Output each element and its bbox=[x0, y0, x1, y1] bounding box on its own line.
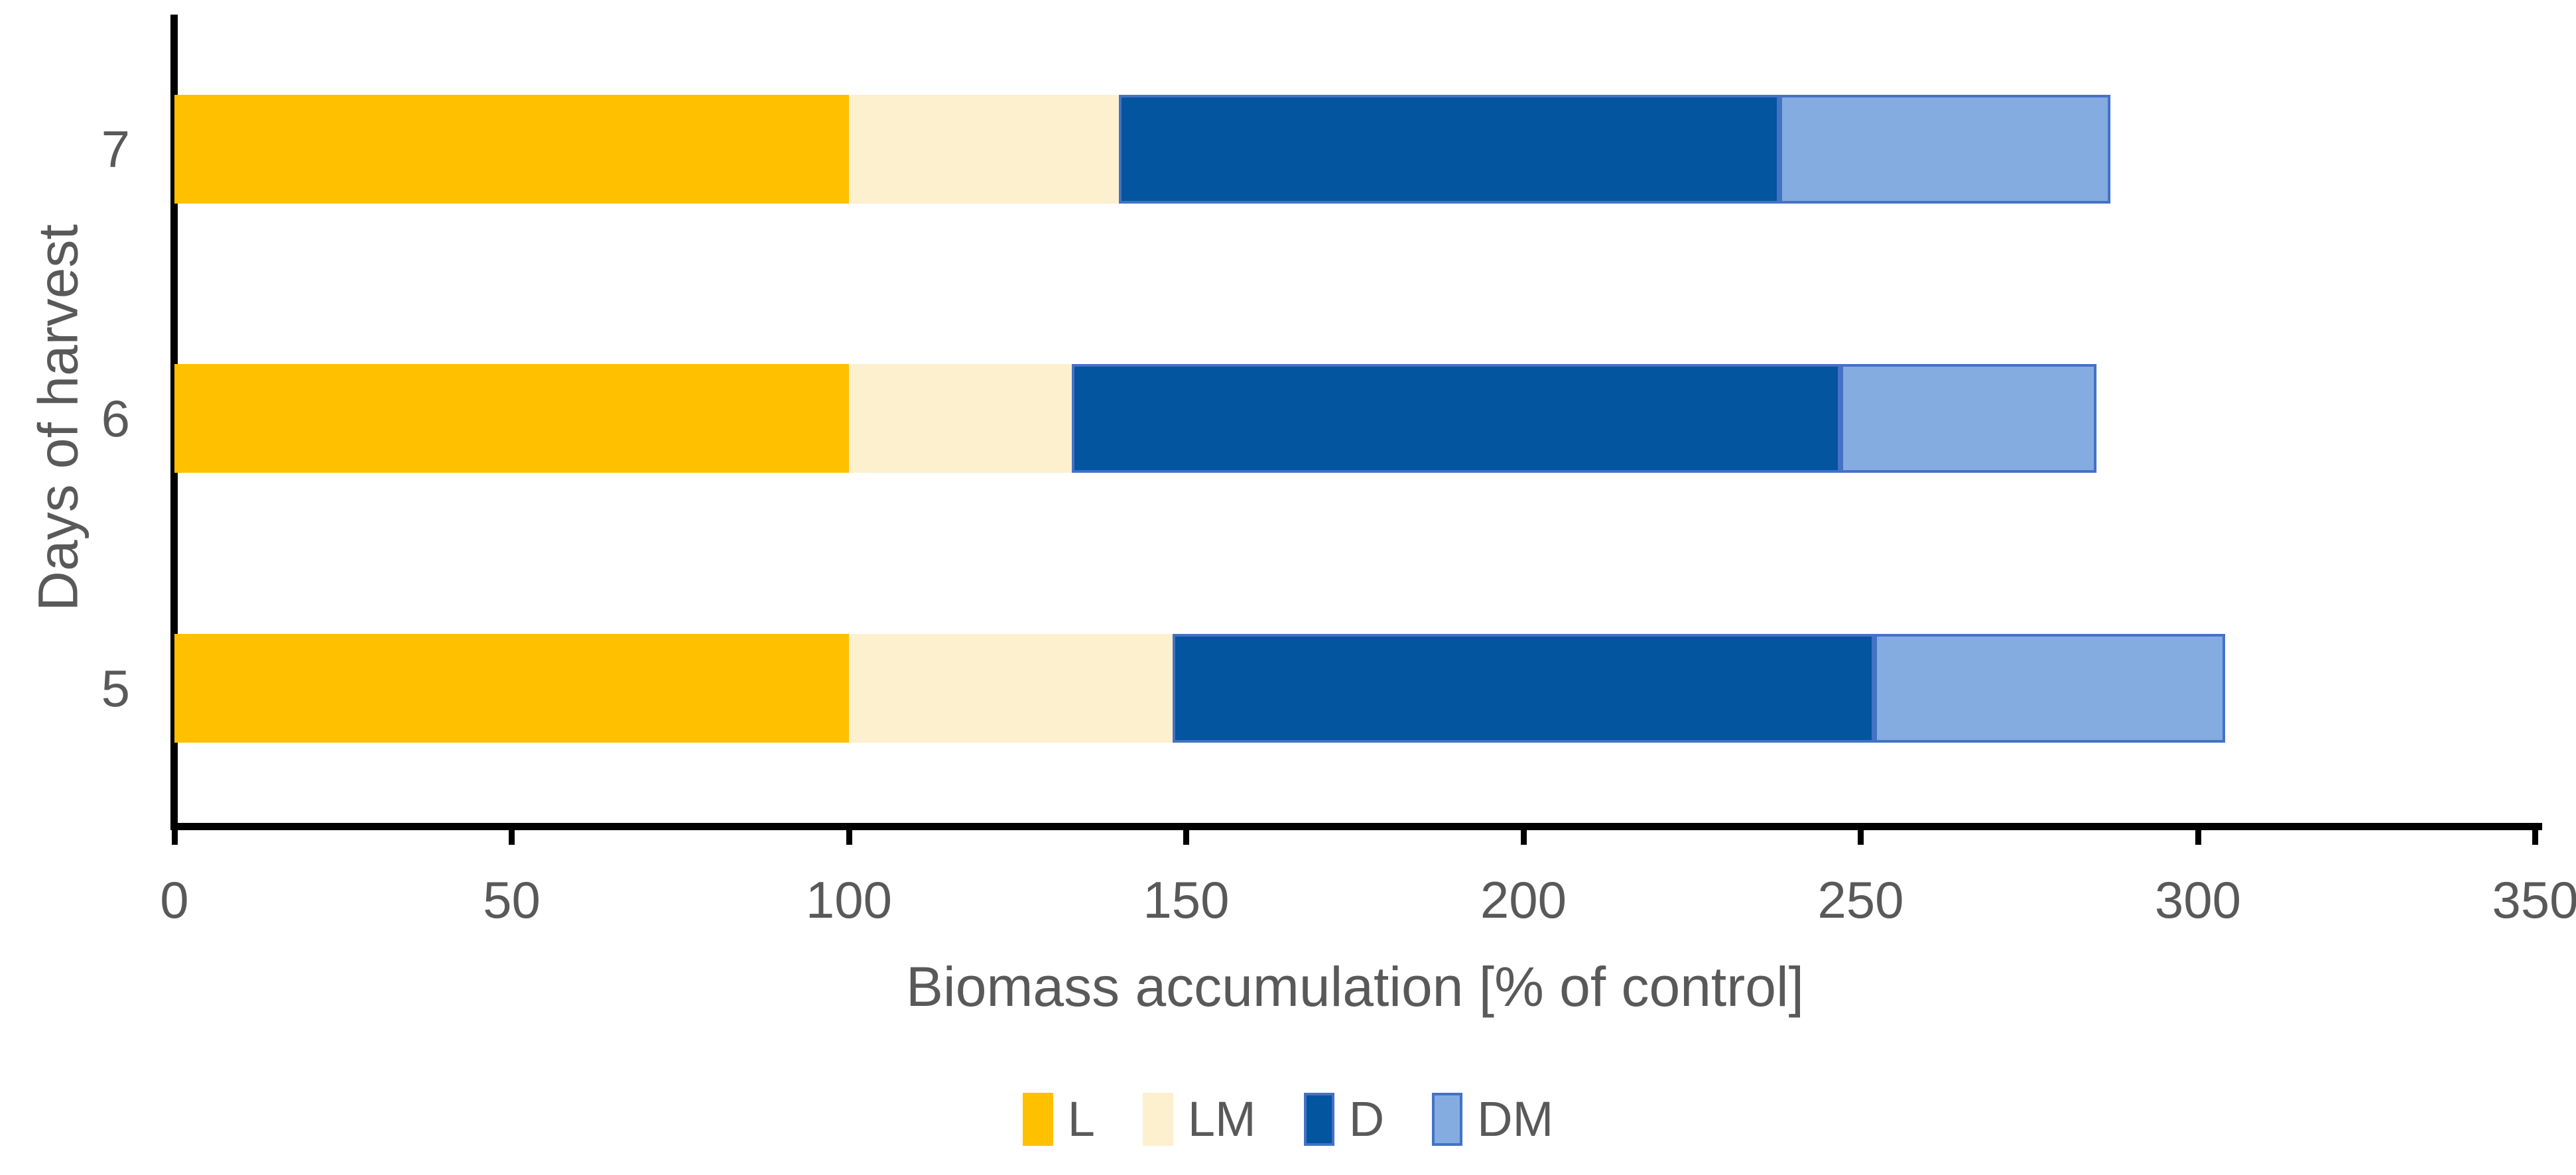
x-axis-tick-label-200: 200 bbox=[1480, 871, 1567, 929]
bar-segment-lm-day-7 bbox=[849, 95, 1119, 204]
bar-segment-dm-day-5 bbox=[1874, 634, 2225, 743]
bar-segment-d-day-5 bbox=[1173, 634, 1874, 743]
legend-swatch-d bbox=[1303, 1093, 1334, 1146]
x-axis-tick-label-0: 0 bbox=[160, 871, 189, 929]
x-axis-tick-label-350: 350 bbox=[2492, 871, 2576, 929]
legend-swatch-lm bbox=[1142, 1093, 1173, 1146]
x-axis-tick-250 bbox=[1858, 830, 1864, 845]
bar-segment-l-day-6 bbox=[174, 364, 849, 473]
x-axis-tick-200 bbox=[1520, 830, 1527, 845]
bar-segment-lm-day-5 bbox=[849, 634, 1173, 743]
x-axis-tick-0 bbox=[171, 830, 178, 845]
legend-label-lm: LM bbox=[1187, 1091, 1256, 1146]
bar-segment-l-day-5 bbox=[174, 634, 849, 743]
x-axis-tick-150 bbox=[1183, 830, 1189, 845]
x-axis-tick-label-150: 150 bbox=[1143, 871, 1230, 929]
bar-segment-lm-day-6 bbox=[849, 364, 1072, 473]
x-axis-tick-300 bbox=[2195, 830, 2201, 845]
category-label-6: 6 bbox=[101, 389, 130, 448]
legend-swatch-dm bbox=[1432, 1093, 1463, 1146]
x-axis-tick-label-250: 250 bbox=[1817, 871, 1904, 929]
legend-item-d: D bbox=[1303, 1091, 1385, 1146]
x-axis-tick-label-50: 50 bbox=[483, 871, 541, 929]
legend-item-dm: DM bbox=[1432, 1093, 1553, 1146]
x-axis-tick-100 bbox=[846, 830, 852, 845]
bar-segment-dm-day-7 bbox=[1779, 95, 2110, 204]
legend-item-lm: LM bbox=[1142, 1091, 1256, 1146]
category-label-7: 7 bbox=[101, 120, 130, 178]
bar-segment-d-day-6 bbox=[1071, 364, 1840, 473]
y-axis-line bbox=[170, 15, 178, 830]
bar-segment-l-day-7 bbox=[174, 95, 849, 204]
legend: L LM D DM bbox=[0, 1093, 2576, 1146]
x-axis-tick-350 bbox=[2532, 830, 2538, 845]
x-axis-tick-label-300: 300 bbox=[2154, 871, 2242, 929]
legend-item-l: L bbox=[1022, 1091, 1095, 1146]
category-label-5: 5 bbox=[101, 659, 130, 717]
bar-segment-d-day-7 bbox=[1118, 95, 1780, 204]
legend-label-dm: DM bbox=[1477, 1091, 1554, 1146]
legend-label-l: L bbox=[1067, 1091, 1095, 1146]
x-axis-title: Biomass accumulation [% of control] bbox=[906, 956, 1804, 1018]
legend-swatch-l bbox=[1022, 1093, 1053, 1146]
x-axis-tick-label-100: 100 bbox=[805, 871, 893, 929]
x-axis-line bbox=[170, 823, 2542, 830]
legend-label-d: D bbox=[1348, 1091, 1385, 1146]
x-axis-tick-50 bbox=[509, 830, 515, 845]
bar-segment-dm-day-6 bbox=[1840, 364, 2097, 473]
